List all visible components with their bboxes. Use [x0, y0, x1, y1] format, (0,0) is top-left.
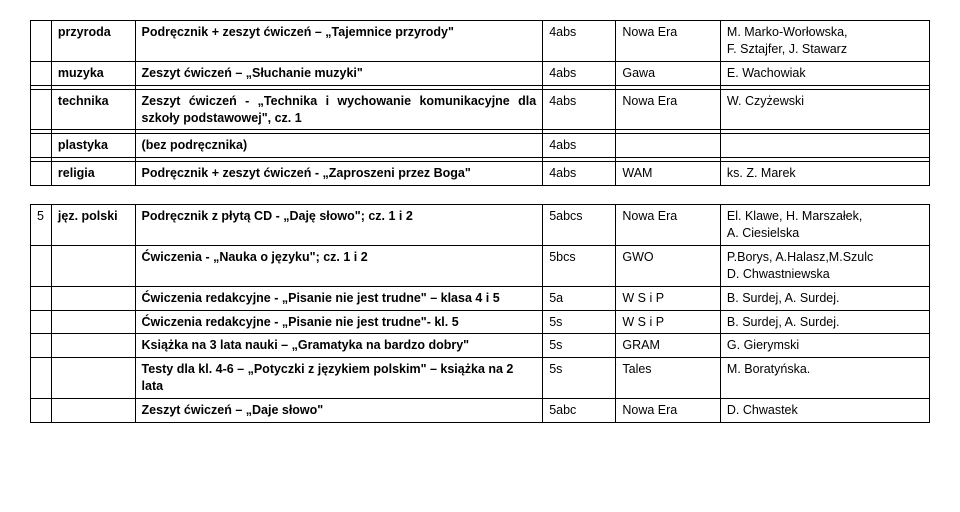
table-row: 5 jęz. polski Podręcznik z płytą CD - „D…	[31, 205, 930, 246]
cell-subject	[51, 399, 135, 423]
cell-author: G. Gierymski	[720, 334, 929, 358]
cell-subject: muzyka	[51, 61, 135, 85]
cell-class: 5s	[543, 334, 616, 358]
cell-book: Ćwiczenia redakcyjne - „Pisanie nie jest…	[135, 310, 543, 334]
cell-book: Testy dla kl. 4-6 – „Potyczki z językiem…	[135, 358, 543, 399]
cell-subject: religia	[51, 162, 135, 186]
cell-publisher: GWO	[616, 245, 721, 286]
cell-book: Podręcznik + zeszyt ćwiczeń - „Zaproszen…	[135, 162, 543, 186]
cell-publisher: WAM	[616, 162, 721, 186]
table-row: Książka na 3 lata nauki – „Gramatyka na …	[31, 334, 930, 358]
cell-class: 5a	[543, 286, 616, 310]
cell-author: B. Surdej, A. Surdej.	[720, 286, 929, 310]
cell-idx	[31, 21, 52, 62]
cell-class: 5s	[543, 358, 616, 399]
cell-idx	[31, 310, 52, 334]
cell-idx	[31, 286, 52, 310]
cell-publisher: Nowa Era	[616, 205, 721, 246]
cell-book: Podręcznik + zeszyt ćwiczeń – „Tajemnice…	[135, 21, 543, 62]
cell-book: (bez podręcznika)	[135, 134, 543, 158]
cell-idx	[31, 334, 52, 358]
textbook-table-2: 5 jęz. polski Podręcznik z płytą CD - „D…	[30, 204, 930, 423]
cell-publisher: W S i P	[616, 286, 721, 310]
cell-class: 5s	[543, 310, 616, 334]
cell-idx	[31, 61, 52, 85]
cell-author	[720, 134, 929, 158]
cell-book: Ćwiczenia - „Nauka o języku"; cz. 1 i 2	[135, 245, 543, 286]
cell-author: P.Borys, A.Halasz,M.Szulc D. Chwastniews…	[720, 245, 929, 286]
cell-author: B. Surdej, A. Surdej.	[720, 310, 929, 334]
cell-publisher: Tales	[616, 358, 721, 399]
table-row: przyroda Podręcznik + zeszyt ćwiczeń – „…	[31, 21, 930, 62]
cell-idx	[31, 245, 52, 286]
cell-class: 4abs	[543, 21, 616, 62]
cell-author: E. Wachowiak	[720, 61, 929, 85]
cell-publisher: Gawa	[616, 61, 721, 85]
cell-class: 4abs	[543, 162, 616, 186]
cell-class: 5abcs	[543, 205, 616, 246]
textbook-table-1: przyroda Podręcznik + zeszyt ćwiczeń – „…	[30, 20, 930, 186]
cell-subject: przyroda	[51, 21, 135, 62]
cell-class: 4abs	[543, 134, 616, 158]
cell-subject	[51, 334, 135, 358]
cell-book: Zeszyt ćwiczeń – „Daje słowo"	[135, 399, 543, 423]
cell-idx	[31, 358, 52, 399]
cell-author: ks. Z. Marek	[720, 162, 929, 186]
cell-publisher: W S i P	[616, 310, 721, 334]
cell-publisher	[616, 134, 721, 158]
cell-class: 4abs	[543, 61, 616, 85]
cell-subject: plastyka	[51, 134, 135, 158]
cell-idx: 5	[31, 205, 52, 246]
cell-subject	[51, 286, 135, 310]
table-row: technika Zeszyt ćwiczeń - „Technika i wy…	[31, 89, 930, 130]
table-row: Zeszyt ćwiczeń – „Daje słowo" 5abc Nowa …	[31, 399, 930, 423]
cell-publisher: GRAM	[616, 334, 721, 358]
cell-publisher: Nowa Era	[616, 21, 721, 62]
cell-author: M. Boratyńska.	[720, 358, 929, 399]
cell-publisher: Nowa Era	[616, 89, 721, 130]
cell-book: Książka na 3 lata nauki – „Gramatyka na …	[135, 334, 543, 358]
table-row: religia Podręcznik + zeszyt ćwiczeń - „Z…	[31, 162, 930, 186]
cell-book: Zeszyt ćwiczeń – „Słuchanie muzyki"	[135, 61, 543, 85]
cell-subject	[51, 310, 135, 334]
cell-book: Ćwiczenia redakcyjne - „Pisanie nie jest…	[135, 286, 543, 310]
cell-idx	[31, 134, 52, 158]
cell-book: Podręcznik z płytą CD - „Daję słowo"; cz…	[135, 205, 543, 246]
table-row: Testy dla kl. 4-6 – „Potyczki z językiem…	[31, 358, 930, 399]
cell-author: M. Marko-Worłowska, F. Sztajfer, J. Staw…	[720, 21, 929, 62]
cell-class: 4abs	[543, 89, 616, 130]
cell-book: Zeszyt ćwiczeń - „Technika i wychowanie …	[135, 89, 543, 130]
cell-subject	[51, 358, 135, 399]
table-row: Ćwiczenia - „Nauka o języku"; cz. 1 i 2 …	[31, 245, 930, 286]
table-row: muzyka Zeszyt ćwiczeń – „Słuchanie muzyk…	[31, 61, 930, 85]
cell-publisher: Nowa Era	[616, 399, 721, 423]
table-row: Ćwiczenia redakcyjne - „Pisanie nie jest…	[31, 286, 930, 310]
table-row: Ćwiczenia redakcyjne - „Pisanie nie jest…	[31, 310, 930, 334]
cell-subject	[51, 245, 135, 286]
cell-author: El. Klawe, H. Marszałek, A. Ciesielska	[720, 205, 929, 246]
cell-class: 5abc	[543, 399, 616, 423]
cell-class: 5bcs	[543, 245, 616, 286]
cell-author: D. Chwastek	[720, 399, 929, 423]
table-row: plastyka (bez podręcznika) 4abs	[31, 134, 930, 158]
cell-idx	[31, 89, 52, 130]
cell-idx	[31, 399, 52, 423]
cell-idx	[31, 162, 52, 186]
cell-subject: technika	[51, 89, 135, 130]
cell-subject: jęz. polski	[51, 205, 135, 246]
cell-author: W. Czyżewski	[720, 89, 929, 130]
